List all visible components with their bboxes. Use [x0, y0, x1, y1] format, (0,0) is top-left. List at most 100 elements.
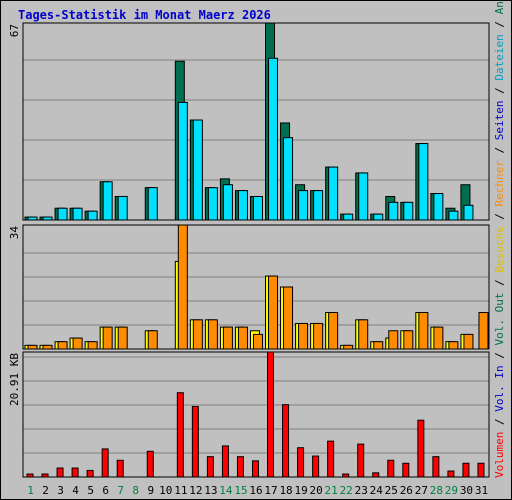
bar-requests-dateien-24	[373, 213, 384, 221]
bar-requests-dateien-21	[328, 166, 339, 221]
bar-visits-rechner-14	[222, 326, 233, 350]
x-tick-label-22: 22	[340, 484, 353, 497]
bar-visits-rechner-21	[328, 312, 339, 350]
bar-visits-rechner-3	[57, 341, 68, 350]
bar-visits-rechner-26	[403, 330, 414, 350]
bar-volume-volumen-6	[101, 448, 109, 478]
x-tick-label-24: 24	[370, 484, 384, 497]
bar-volume-volumen-7	[116, 459, 124, 478]
bar-requests-dateien-18	[283, 137, 294, 221]
bar-volume-volumen-5	[86, 469, 94, 478]
legend: Volumen / Vol. In / Vol. Out / Besuche /…	[493, 0, 506, 478]
x-tick-label-1: 1	[27, 484, 34, 497]
bar-requests-dateien-22	[343, 213, 354, 221]
bar-requests-dateien-19	[298, 190, 309, 221]
bar-visits-rechner-30	[463, 333, 474, 350]
legend-separator: /	[493, 273, 506, 293]
bar-volume-volumen-29	[447, 470, 455, 478]
x-tick-label-27: 27	[415, 484, 428, 497]
bar-visits-rechner-16	[252, 333, 263, 350]
bar-visits-rechner-9	[147, 330, 158, 350]
bar-visits-rechner-4	[72, 337, 83, 350]
bar-requests-dateien-9	[147, 187, 158, 221]
x-tick-label-15: 15	[234, 484, 247, 497]
x-tick-label-31: 31	[475, 484, 488, 497]
x-tick-label-12: 12	[189, 484, 202, 497]
x-tick-label-14: 14	[219, 484, 233, 497]
x-tick-label-20: 20	[310, 484, 323, 497]
bar-requests-dateien-11	[177, 101, 188, 221]
bar-visits-rechner-29	[448, 341, 459, 350]
x-tick-label-7: 7	[117, 484, 124, 497]
bar-requests-dateien-4	[72, 207, 83, 221]
x-tick-label-25: 25	[385, 484, 398, 497]
legend-seiten: Seiten	[493, 100, 506, 140]
legend-vol-out: Vol. Out	[493, 293, 506, 346]
x-tick-label-21: 21	[325, 484, 338, 497]
bar-requests-dateien-12	[192, 119, 203, 221]
bar-volume-volumen-21	[327, 440, 335, 478]
x-tick-label-30: 30	[460, 484, 473, 497]
x-tick-label-23: 23	[355, 484, 368, 497]
bar-requests-dateien-20	[313, 190, 324, 221]
bar-visits-rechner-13	[207, 319, 218, 350]
bar-volume-volumen-16	[251, 460, 259, 478]
bar-visits-rechner-23	[358, 319, 369, 350]
x-tick-label-29: 29	[445, 484, 458, 497]
bar-volume-volumen-25	[387, 459, 395, 478]
legend-separator: /	[493, 14, 506, 34]
x-tick-label-19: 19	[294, 484, 307, 497]
bar-visits-rechner-2	[42, 344, 53, 350]
bar-visits-rechner-31	[478, 312, 489, 350]
legend-dateien: Dateien	[493, 34, 506, 80]
chart-title: Tages-Statistik im Monat Maerz 2026	[18, 8, 271, 22]
bar-requests-dateien-3	[57, 207, 68, 221]
bar-requests-dateien-25	[388, 201, 399, 221]
bar-requests-dateien-14	[222, 184, 233, 221]
bar-visits-rechner-15	[237, 326, 248, 350]
x-tick-label-17: 17	[264, 484, 277, 497]
panel-border-volume	[22, 351, 490, 478]
legend-separator: /	[493, 81, 506, 101]
legend-separator: /	[493, 140, 506, 160]
bar-requests-dateien-7	[117, 195, 128, 221]
legend-volumen: Volumen	[493, 432, 506, 478]
bar-volume-volumen-30	[462, 462, 470, 478]
bar-volume-volumen-3	[56, 467, 64, 478]
panel-bg-volume	[23, 352, 489, 477]
bar-requests-dateien-27	[418, 143, 429, 221]
x-tick-label-2: 2	[42, 484, 49, 497]
bar-volume-volumen-28	[432, 456, 440, 478]
bar-requests-dateien-16	[252, 195, 263, 221]
x-tick-label-4: 4	[72, 484, 79, 497]
x-tick-label-28: 28	[430, 484, 443, 497]
axis-max-label-requests: 67	[8, 24, 21, 37]
bar-visits-rechner-5	[87, 341, 98, 350]
x-tick-label-10: 10	[159, 484, 172, 497]
x-tick-label-18: 18	[279, 484, 292, 497]
x-tick-label-26: 26	[400, 484, 413, 497]
x-tick-label-6: 6	[102, 484, 109, 497]
bar-requests-dateien-17	[268, 57, 279, 221]
bar-visits-rechner-27	[418, 312, 429, 350]
bar-volume-volumen-17	[267, 351, 275, 478]
legend-besuche: Besuche	[493, 226, 506, 272]
x-tick-label-3: 3	[57, 484, 64, 497]
bar-volume-volumen-26	[402, 462, 410, 478]
bar-visits-rechner-7	[117, 326, 128, 350]
bar-requests-dateien-30	[463, 204, 474, 221]
x-tick-label-9: 9	[147, 484, 154, 497]
bar-volume-volumen-11	[176, 392, 184, 478]
bar-visits-rechner-11	[177, 224, 188, 350]
bar-visits-rechner-20	[313, 322, 324, 350]
x-tick-label-11: 11	[174, 484, 187, 497]
axis-max-label-volume: 20.91 KB	[8, 353, 21, 406]
bar-visits-rechner-6	[102, 326, 113, 350]
x-tick-label-8: 8	[132, 484, 139, 497]
x-tick-label-5: 5	[87, 484, 94, 497]
bar-volume-volumen-14	[221, 445, 229, 478]
bar-volume-volumen-13	[206, 456, 214, 478]
bar-volume-volumen-27	[417, 419, 425, 478]
axis-max-label-visits: 34	[8, 226, 21, 240]
